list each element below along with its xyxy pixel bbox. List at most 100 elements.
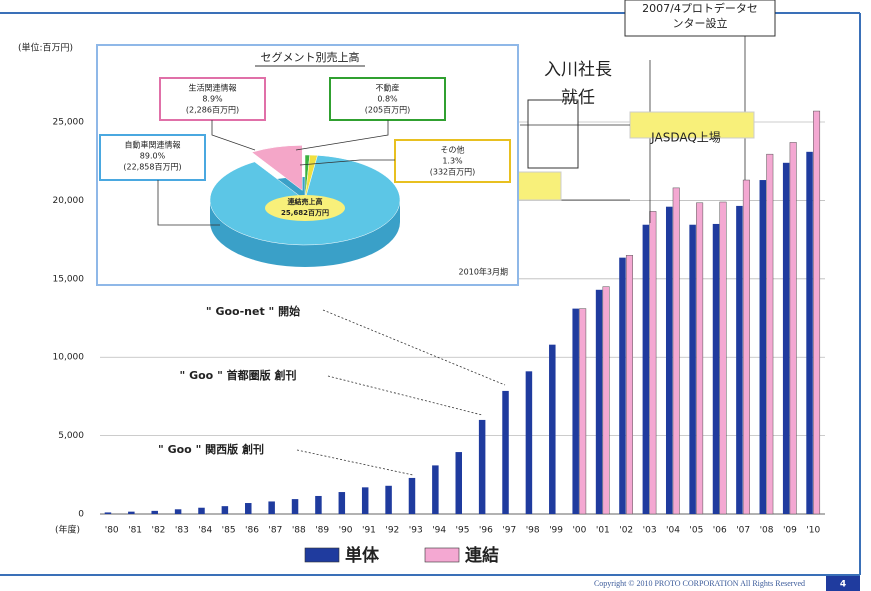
label-box (159, 77, 266, 121)
total-label: 25,682百万円 (281, 209, 329, 217)
total-box (265, 195, 345, 221)
x-tick-label: '93 (409, 526, 423, 536)
legend-label: 単体 (345, 545, 380, 566)
bar (455, 452, 462, 514)
annotation-box (629, 111, 755, 139)
y-tick-label: 10,000 (53, 353, 85, 363)
x-tick-label: '01 (596, 526, 610, 536)
bar (813, 110, 821, 515)
annotation: " Goo " 関西版 創刊 (158, 442, 264, 456)
label-box (394, 139, 511, 183)
x-tick-label: '86 (245, 526, 259, 536)
bar (642, 224, 650, 515)
x-tick-label: '06 (713, 526, 727, 536)
x-tick-label: '85 (222, 526, 236, 536)
bar (672, 187, 680, 515)
x-tick-label: '81 (128, 526, 142, 536)
bar (174, 509, 182, 514)
bar (782, 162, 790, 515)
bar (742, 179, 750, 515)
slice-value: 89.0% (140, 152, 166, 161)
slice-amount: (332百万円) (430, 168, 476, 177)
legend-swatch (424, 547, 460, 563)
x-axis-label: (年度) (55, 524, 80, 536)
legend-label: 連結 (465, 545, 499, 566)
annotation: JASDAQ上場 (650, 131, 721, 145)
leader-line (157, 180, 220, 226)
slice-name: その他 (441, 145, 465, 155)
x-tick-label: '10 (806, 526, 820, 536)
x-tick-label: '98 (526, 526, 540, 536)
x-tick-label: '92 (385, 526, 399, 536)
y-tick-label: 5,000 (58, 431, 84, 441)
total-label: 連結売上高 (288, 197, 323, 206)
bar (619, 257, 626, 514)
leader-line (211, 120, 256, 151)
x-tick-label: '84 (198, 526, 212, 536)
x-tick-label: '95 (456, 526, 470, 536)
y-tick-label: 25,000 (53, 118, 85, 128)
bar (736, 205, 743, 514)
bar (595, 289, 603, 514)
bar (104, 512, 112, 514)
label-box (329, 77, 446, 121)
bar (696, 202, 704, 515)
x-tick-label: '90 (339, 526, 353, 536)
x-tick-label: '04 (666, 526, 680, 536)
x-tick-label: '07 (736, 526, 750, 536)
slice-name: 自動車関連情報 (125, 140, 181, 150)
copyright: Copyright © 2010 PROTO CORPORATION All R… (594, 579, 805, 588)
pie-title: セグメント別売上高 (261, 50, 360, 64)
x-tick-label: '91 (362, 526, 376, 536)
legend-swatch (304, 547, 340, 563)
bar (408, 477, 416, 514)
slice-value: 8.9% (202, 95, 223, 104)
bar (525, 371, 533, 514)
bar (789, 142, 797, 515)
x-tick-label: '88 (292, 526, 306, 536)
bar (665, 206, 673, 514)
x-tick-label: '83 (175, 526, 189, 536)
bar (572, 308, 579, 514)
bar (432, 465, 439, 514)
bar (649, 211, 657, 515)
x-tick-label: '08 (760, 526, 774, 536)
bar (602, 286, 610, 515)
bar (759, 180, 767, 514)
bar (766, 153, 774, 515)
page-number: 4 (840, 580, 846, 590)
page-box (826, 576, 860, 591)
bar (385, 485, 392, 514)
bar (221, 506, 229, 514)
x-tick-label: '02 (619, 526, 633, 536)
x-tick-label: '00 (572, 526, 586, 536)
x-tick-label: '09 (783, 526, 797, 536)
y-axis-label: (単位:百万円) (18, 42, 73, 54)
label-box (99, 134, 206, 181)
annotation-box (624, 0, 776, 37)
leader-line (295, 120, 389, 151)
slice-amount: (205百万円) (365, 106, 411, 115)
x-tick-label: '94 (432, 526, 446, 536)
pie-period: 2010年3月期 (459, 267, 508, 277)
x-tick-label: '03 (643, 526, 657, 536)
slice-value: 0.8% (377, 95, 398, 104)
bar (198, 507, 205, 514)
bar (151, 510, 158, 514)
leader-line (296, 449, 414, 476)
annotation: 2007/4プロトデータセ (642, 1, 758, 15)
slice-name: 不動産 (376, 83, 400, 93)
y-tick-label: 15,000 (53, 274, 85, 284)
y-tick-label: 20,000 (53, 196, 85, 206)
bar (478, 419, 486, 514)
bar (806, 151, 813, 514)
x-tick-label: '99 (549, 526, 563, 536)
x-tick-label: '87 (268, 526, 282, 536)
bar (315, 495, 322, 514)
bar (338, 492, 346, 514)
bar (245, 503, 252, 514)
pie-slice (251, 145, 303, 191)
annotation: 入川社長 (544, 60, 612, 80)
